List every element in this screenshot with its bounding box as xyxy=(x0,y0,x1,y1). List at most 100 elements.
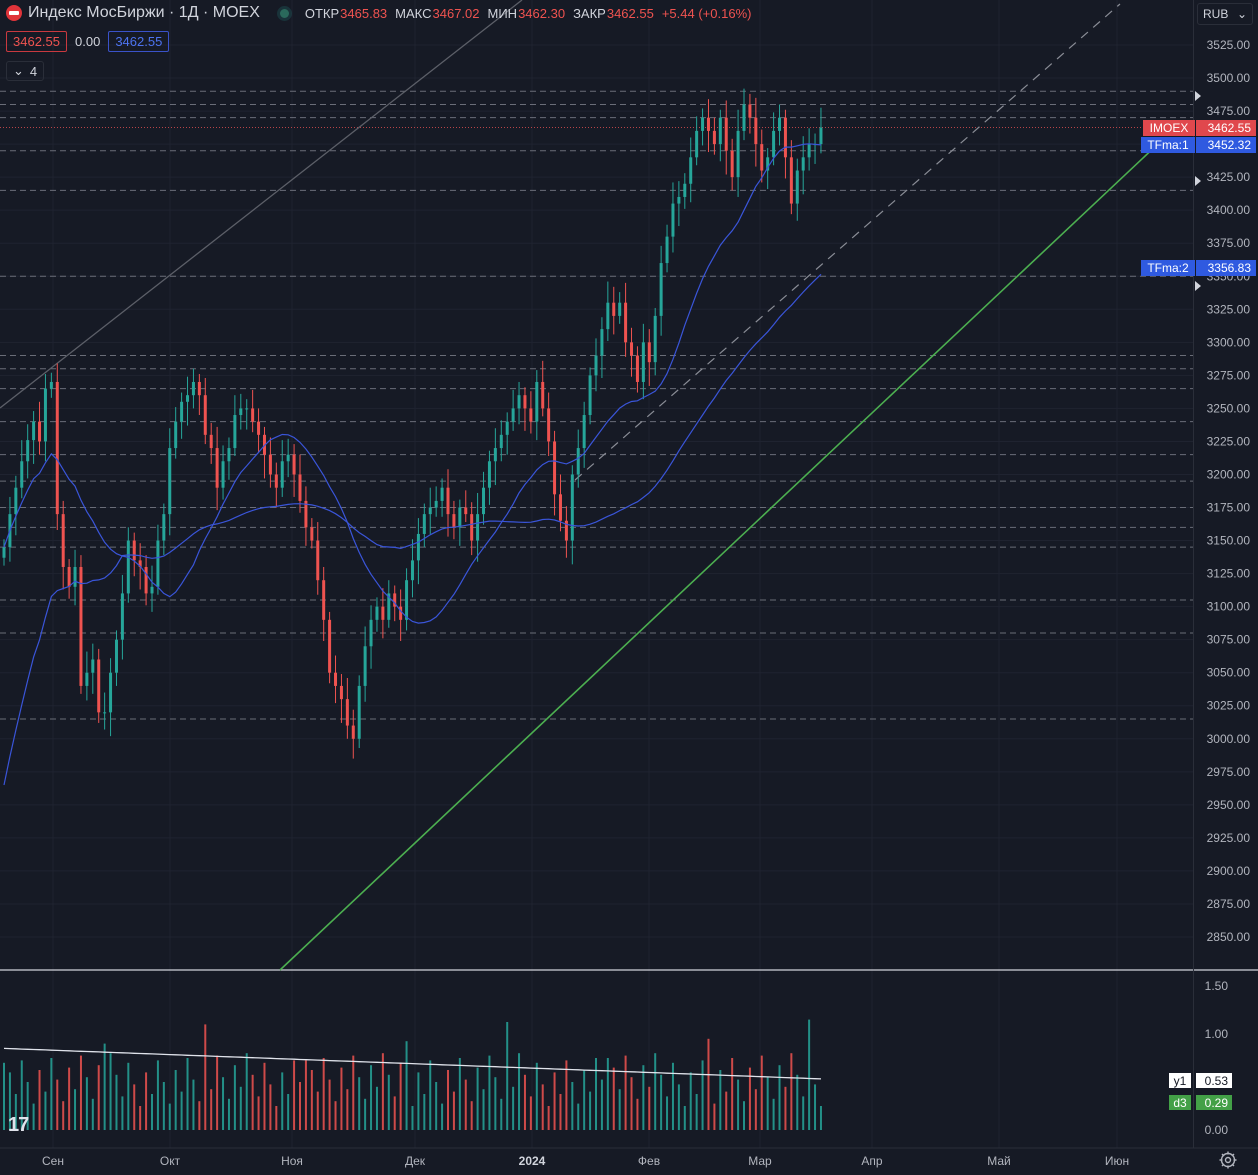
volume-bar xyxy=(316,1091,319,1130)
ask-button[interactable]: 3462.55 xyxy=(108,31,170,52)
volume-bar xyxy=(26,1082,29,1130)
close-label: ЗАКР xyxy=(573,5,606,21)
volume-bar xyxy=(683,1106,686,1130)
candle-body xyxy=(298,474,302,501)
price-tick-label: 3250.00 xyxy=(1207,401,1251,415)
candle-body xyxy=(653,315,657,363)
volume-bar xyxy=(387,1074,390,1130)
volume-bar xyxy=(216,1055,219,1130)
candle-body xyxy=(606,302,610,330)
candle-body xyxy=(440,487,444,501)
candle-body xyxy=(564,520,568,541)
price-tick-label: 3025.00 xyxy=(1207,699,1251,713)
candle-body xyxy=(73,566,77,587)
volume-value-tag xyxy=(1196,1073,1232,1088)
candle-body xyxy=(819,127,823,145)
volume-bar xyxy=(103,1043,106,1130)
candle-body xyxy=(612,302,616,316)
volume-bar xyxy=(364,1098,367,1130)
high-label: МАКС xyxy=(395,5,432,21)
candle-body xyxy=(541,381,545,409)
spread-value: 0.00 xyxy=(75,34,101,49)
volume-bar xyxy=(500,1098,503,1130)
candle-body xyxy=(32,421,36,441)
time-tick-label: 2024 xyxy=(519,1154,546,1168)
candle-body xyxy=(97,659,101,713)
volume-bar xyxy=(624,1055,627,1130)
bid-button[interactable]: 3462.55 xyxy=(6,31,67,52)
volume-bar xyxy=(571,1082,574,1130)
candle-body xyxy=(221,461,225,488)
volume-bar xyxy=(589,1091,592,1130)
currency-selector[interactable]: RUB ⌄ xyxy=(1197,3,1253,25)
tradingview-logo-icon[interactable]: 17 xyxy=(8,1114,29,1136)
volume-bar xyxy=(707,1038,710,1130)
volume-bar xyxy=(180,1091,183,1130)
candle-body xyxy=(49,381,53,389)
candle-body xyxy=(523,395,527,409)
candle-body xyxy=(760,144,764,171)
candle-body xyxy=(529,408,533,422)
volume-bar xyxy=(121,1096,124,1130)
price-tick-label: 3200.00 xyxy=(1207,467,1251,481)
volume-bar xyxy=(399,1062,402,1130)
volume-bar xyxy=(689,1072,692,1130)
ohlc-values: ОТКР3465.83 МАКС3467.02 МИН3462.30 ЗАКР3… xyxy=(305,6,752,21)
candle-body xyxy=(227,448,231,462)
price-tick-label: 3300.00 xyxy=(1207,335,1251,349)
candle-body xyxy=(470,514,474,541)
candle-body xyxy=(304,500,308,528)
volume-tick-label: 0.00 xyxy=(1205,1123,1229,1137)
candle-body xyxy=(2,547,6,558)
volume-bar xyxy=(210,1089,213,1130)
candle-body xyxy=(517,395,521,409)
volume-bar xyxy=(529,1096,532,1130)
volume-bar xyxy=(523,1074,526,1130)
volume-tick-label: 1.50 xyxy=(1205,979,1229,993)
volume-bar xyxy=(435,1082,438,1130)
candle-body xyxy=(399,606,403,620)
volume-bar xyxy=(441,1103,444,1130)
symbol-title[interactable]: Индекс МосБиржи · 1Д · MOEX xyxy=(28,4,260,21)
volume-bar xyxy=(654,1053,657,1130)
candle-body xyxy=(191,381,195,396)
candle-body xyxy=(109,672,113,713)
time-tick-label: Дек xyxy=(405,1154,426,1168)
candle-body xyxy=(659,263,663,316)
volume-bar xyxy=(50,1058,53,1130)
indicators-toggle[interactable]: ⌄ 4 xyxy=(6,61,45,81)
volume-bar xyxy=(85,1077,88,1130)
price-tick-label: 3150.00 xyxy=(1207,534,1251,548)
candle-body xyxy=(410,560,414,581)
series-value-text: 3462.55 xyxy=(1208,121,1252,135)
candles xyxy=(2,88,823,759)
price-tick-label: 3375.00 xyxy=(1207,236,1251,250)
volume-bar xyxy=(20,1060,23,1130)
candle-body xyxy=(310,527,314,541)
volume-bar xyxy=(358,1077,361,1130)
candle-body xyxy=(186,395,190,402)
volume-bar xyxy=(233,1065,236,1130)
high-value: 3467.02 xyxy=(432,5,480,21)
volume-bar xyxy=(14,1094,17,1130)
candle-body xyxy=(553,441,557,495)
price-labels: IMOEX 3462.55 TFma:1 3452.32 TFma:2 3356.83 y1… xyxy=(1141,91,1256,1110)
volume-bar xyxy=(559,1094,562,1130)
price-tick-label: 2900.00 xyxy=(1207,864,1251,878)
gear-icon[interactable] xyxy=(1218,1150,1238,1170)
time-axis: Сен Окт Ноя Дек 2024 Фев Мар Апр Май Июн xyxy=(42,1154,1129,1168)
volume-bar xyxy=(97,1065,100,1130)
candle-body xyxy=(801,157,805,171)
price-tick-label: 3225.00 xyxy=(1207,434,1251,448)
chevron-down-icon: ⌄ xyxy=(13,63,24,78)
price-tick-label: 3425.00 xyxy=(1207,170,1251,184)
candle-body xyxy=(387,593,391,620)
candle-body xyxy=(345,699,349,726)
volume-bar xyxy=(275,1106,278,1130)
candle-body xyxy=(292,454,296,475)
time-tick-label: Май xyxy=(987,1154,1011,1168)
volume-bar xyxy=(814,1084,817,1130)
candle-body xyxy=(641,342,645,382)
candle-body xyxy=(103,712,107,714)
